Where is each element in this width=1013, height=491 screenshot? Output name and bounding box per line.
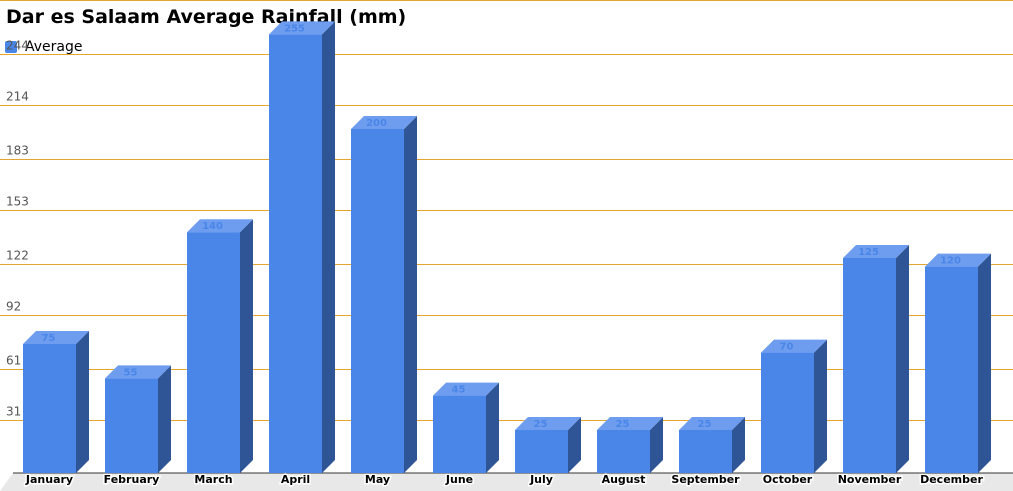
value-label: 55 — [124, 367, 138, 378]
y-tick-label: 61 — [6, 354, 21, 368]
x-axis-ticks: January February March April May June July Augu… — [23, 472, 985, 488]
y-axis-ticks: 31 61 92 122 153 183 214 244 — [6, 39, 29, 419]
bar-side — [240, 219, 253, 473]
x-tick-label: November — [838, 473, 902, 486]
value-label: 140 — [202, 221, 223, 232]
bar-top — [597, 417, 663, 430]
x-tick-label: May — [365, 473, 390, 486]
bar-side — [896, 245, 909, 473]
bar-front — [23, 344, 76, 473]
bar-side — [404, 116, 417, 473]
x-tick-label: March — [194, 473, 232, 486]
value-label: 70 — [780, 342, 794, 353]
bar-front — [597, 430, 650, 473]
bar-march: 140 — [187, 219, 253, 473]
bar-front — [515, 430, 568, 473]
y-tick-label: 153 — [6, 195, 29, 209]
bar-side — [814, 339, 827, 473]
bar-top — [351, 116, 417, 129]
value-label: 25 — [616, 419, 630, 430]
y-tick-label: 244 — [6, 39, 29, 53]
value-label: 200 — [366, 118, 387, 129]
value-label: 75 — [42, 333, 56, 344]
bar-top — [679, 417, 745, 430]
y-tick-label: 183 — [6, 144, 29, 158]
bar-front — [105, 378, 158, 473]
bar-top — [843, 245, 909, 258]
x-tick-label: October — [763, 473, 813, 486]
bar-front — [433, 395, 486, 473]
bar-front — [679, 430, 732, 473]
bar-november: 125 — [843, 245, 909, 473]
bar-may: 200 — [351, 116, 417, 473]
bar-side — [158, 365, 171, 473]
y-tick-label: 92 — [6, 300, 21, 314]
floor-plane — [0, 473, 1013, 491]
bar-june: 45 — [433, 382, 499, 473]
bar-top — [761, 339, 827, 353]
bar-top — [925, 253, 991, 267]
value-label: 25 — [534, 419, 548, 430]
bar-top — [23, 331, 89, 344]
x-tick-label: September — [671, 473, 740, 486]
value-label: 25 — [698, 419, 712, 430]
bar-top — [269, 21, 335, 35]
value-label: 255 — [284, 23, 305, 34]
bar-october: 70 — [761, 339, 827, 473]
bar-front — [351, 129, 404, 473]
bar-front — [843, 258, 896, 473]
bars: 75 55 140 255 200 45 25 25 25 70 125 120 — [23, 21, 991, 474]
bar-top — [105, 365, 171, 379]
x-tick-label: August — [602, 473, 646, 486]
value-label: 120 — [940, 256, 961, 267]
y-tick-label: 122 — [6, 249, 29, 263]
bar-side — [322, 21, 335, 474]
bar-july: 25 — [515, 417, 581, 473]
x-tick-label: April — [281, 473, 310, 486]
legend: Average — [5, 39, 83, 55]
bar-top — [515, 417, 581, 430]
x-tick-label: February — [104, 473, 160, 486]
bar-september: 25 — [679, 417, 745, 473]
legend-label-average: Average — [25, 39, 83, 55]
y-tick-label: 214 — [6, 90, 29, 104]
bar-side — [732, 417, 745, 473]
legend-swatch — [5, 41, 17, 53]
bar-front — [761, 352, 814, 473]
bar-january: 75 — [23, 331, 89, 473]
bar-side — [978, 253, 991, 473]
bar-side — [486, 382, 499, 473]
bar-front — [269, 34, 322, 474]
bar-side — [568, 417, 581, 473]
bar-top — [187, 219, 253, 233]
bar-front — [925, 266, 978, 473]
bar-side — [76, 331, 89, 473]
bar-side — [650, 417, 663, 473]
x-tick-label: December — [920, 473, 983, 486]
bar-february: 55 — [105, 365, 171, 473]
value-label: 45 — [452, 385, 466, 396]
x-tick-label: July — [529, 473, 553, 486]
bar-december: 120 — [925, 253, 991, 473]
value-label: 125 — [858, 247, 879, 258]
x-tick-label: June — [445, 473, 473, 486]
bar-top — [433, 382, 499, 396]
bar-front — [187, 232, 240, 473]
y-tick-label: 31 — [6, 405, 21, 419]
bar-april: 255 — [269, 21, 335, 474]
bar-august: 25 — [597, 417, 663, 473]
x-tick-label: January — [25, 473, 73, 486]
